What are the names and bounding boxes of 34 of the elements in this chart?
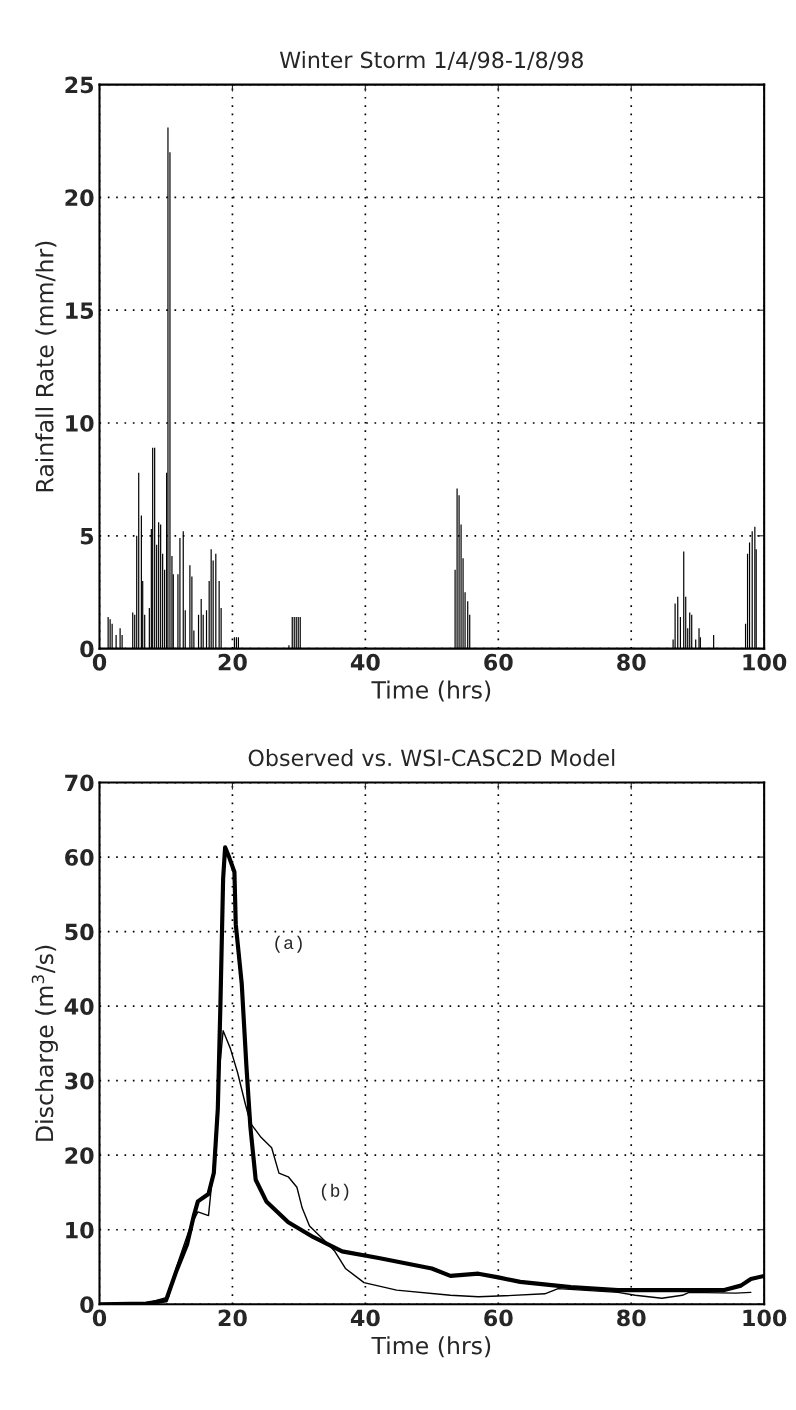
chart-title: Observed vs. WSI-CASC2D Model: [248, 749, 615, 767]
annotation: (b): [321, 1183, 349, 1201]
y-tick-label: 25: [65, 76, 94, 94]
y-tick-label: 70: [65, 774, 94, 792]
y-tick-label: 10: [66, 1221, 94, 1239]
y-tick-label: 30: [65, 1072, 94, 1090]
x-axis-title: Time (hrs): [371, 1336, 491, 1358]
y-tick-label: 20: [65, 189, 94, 207]
x-tick-label: 40: [350, 1309, 380, 1327]
x-tick-label: 20: [218, 653, 247, 671]
y-tick-label: 0: [80, 1296, 94, 1314]
y-tick-label: 15: [66, 302, 94, 319]
x-tick-label: 100: [743, 653, 787, 671]
x-axis-title: Time (hrs): [371, 680, 491, 702]
x-tick-label: 0: [92, 653, 107, 671]
y-tick-label: 0: [80, 640, 94, 658]
y-tick-label: 60: [65, 849, 94, 866]
y-tick-label: 10: [66, 414, 94, 432]
x-tick-label: 0: [92, 1309, 107, 1327]
chart-title: Winter Storm 1/4/98-1/8/98: [279, 51, 583, 70]
x-tick-label: 80: [617, 1309, 646, 1327]
x-tick-label: 60: [484, 653, 513, 671]
annotation: (a): [275, 935, 302, 953]
x-tick-label: 40: [350, 653, 380, 671]
y-tick-label: 20: [65, 1147, 94, 1164]
y-tick-label: 5: [80, 528, 94, 545]
y-axis-title: Discharge (m$^{3}$/s): [31, 945, 58, 1141]
x-tick-label: 60: [484, 1309, 513, 1327]
x-tick-label: 80: [617, 653, 646, 671]
x-tick-label: 20: [218, 1309, 247, 1327]
y-tick-label: 40: [64, 998, 94, 1015]
y-axis-title: Rainfall Rate (mm/hr): [35, 241, 57, 492]
y-tick-label: 50: [65, 923, 94, 941]
x-tick-label: 100: [743, 1309, 787, 1327]
